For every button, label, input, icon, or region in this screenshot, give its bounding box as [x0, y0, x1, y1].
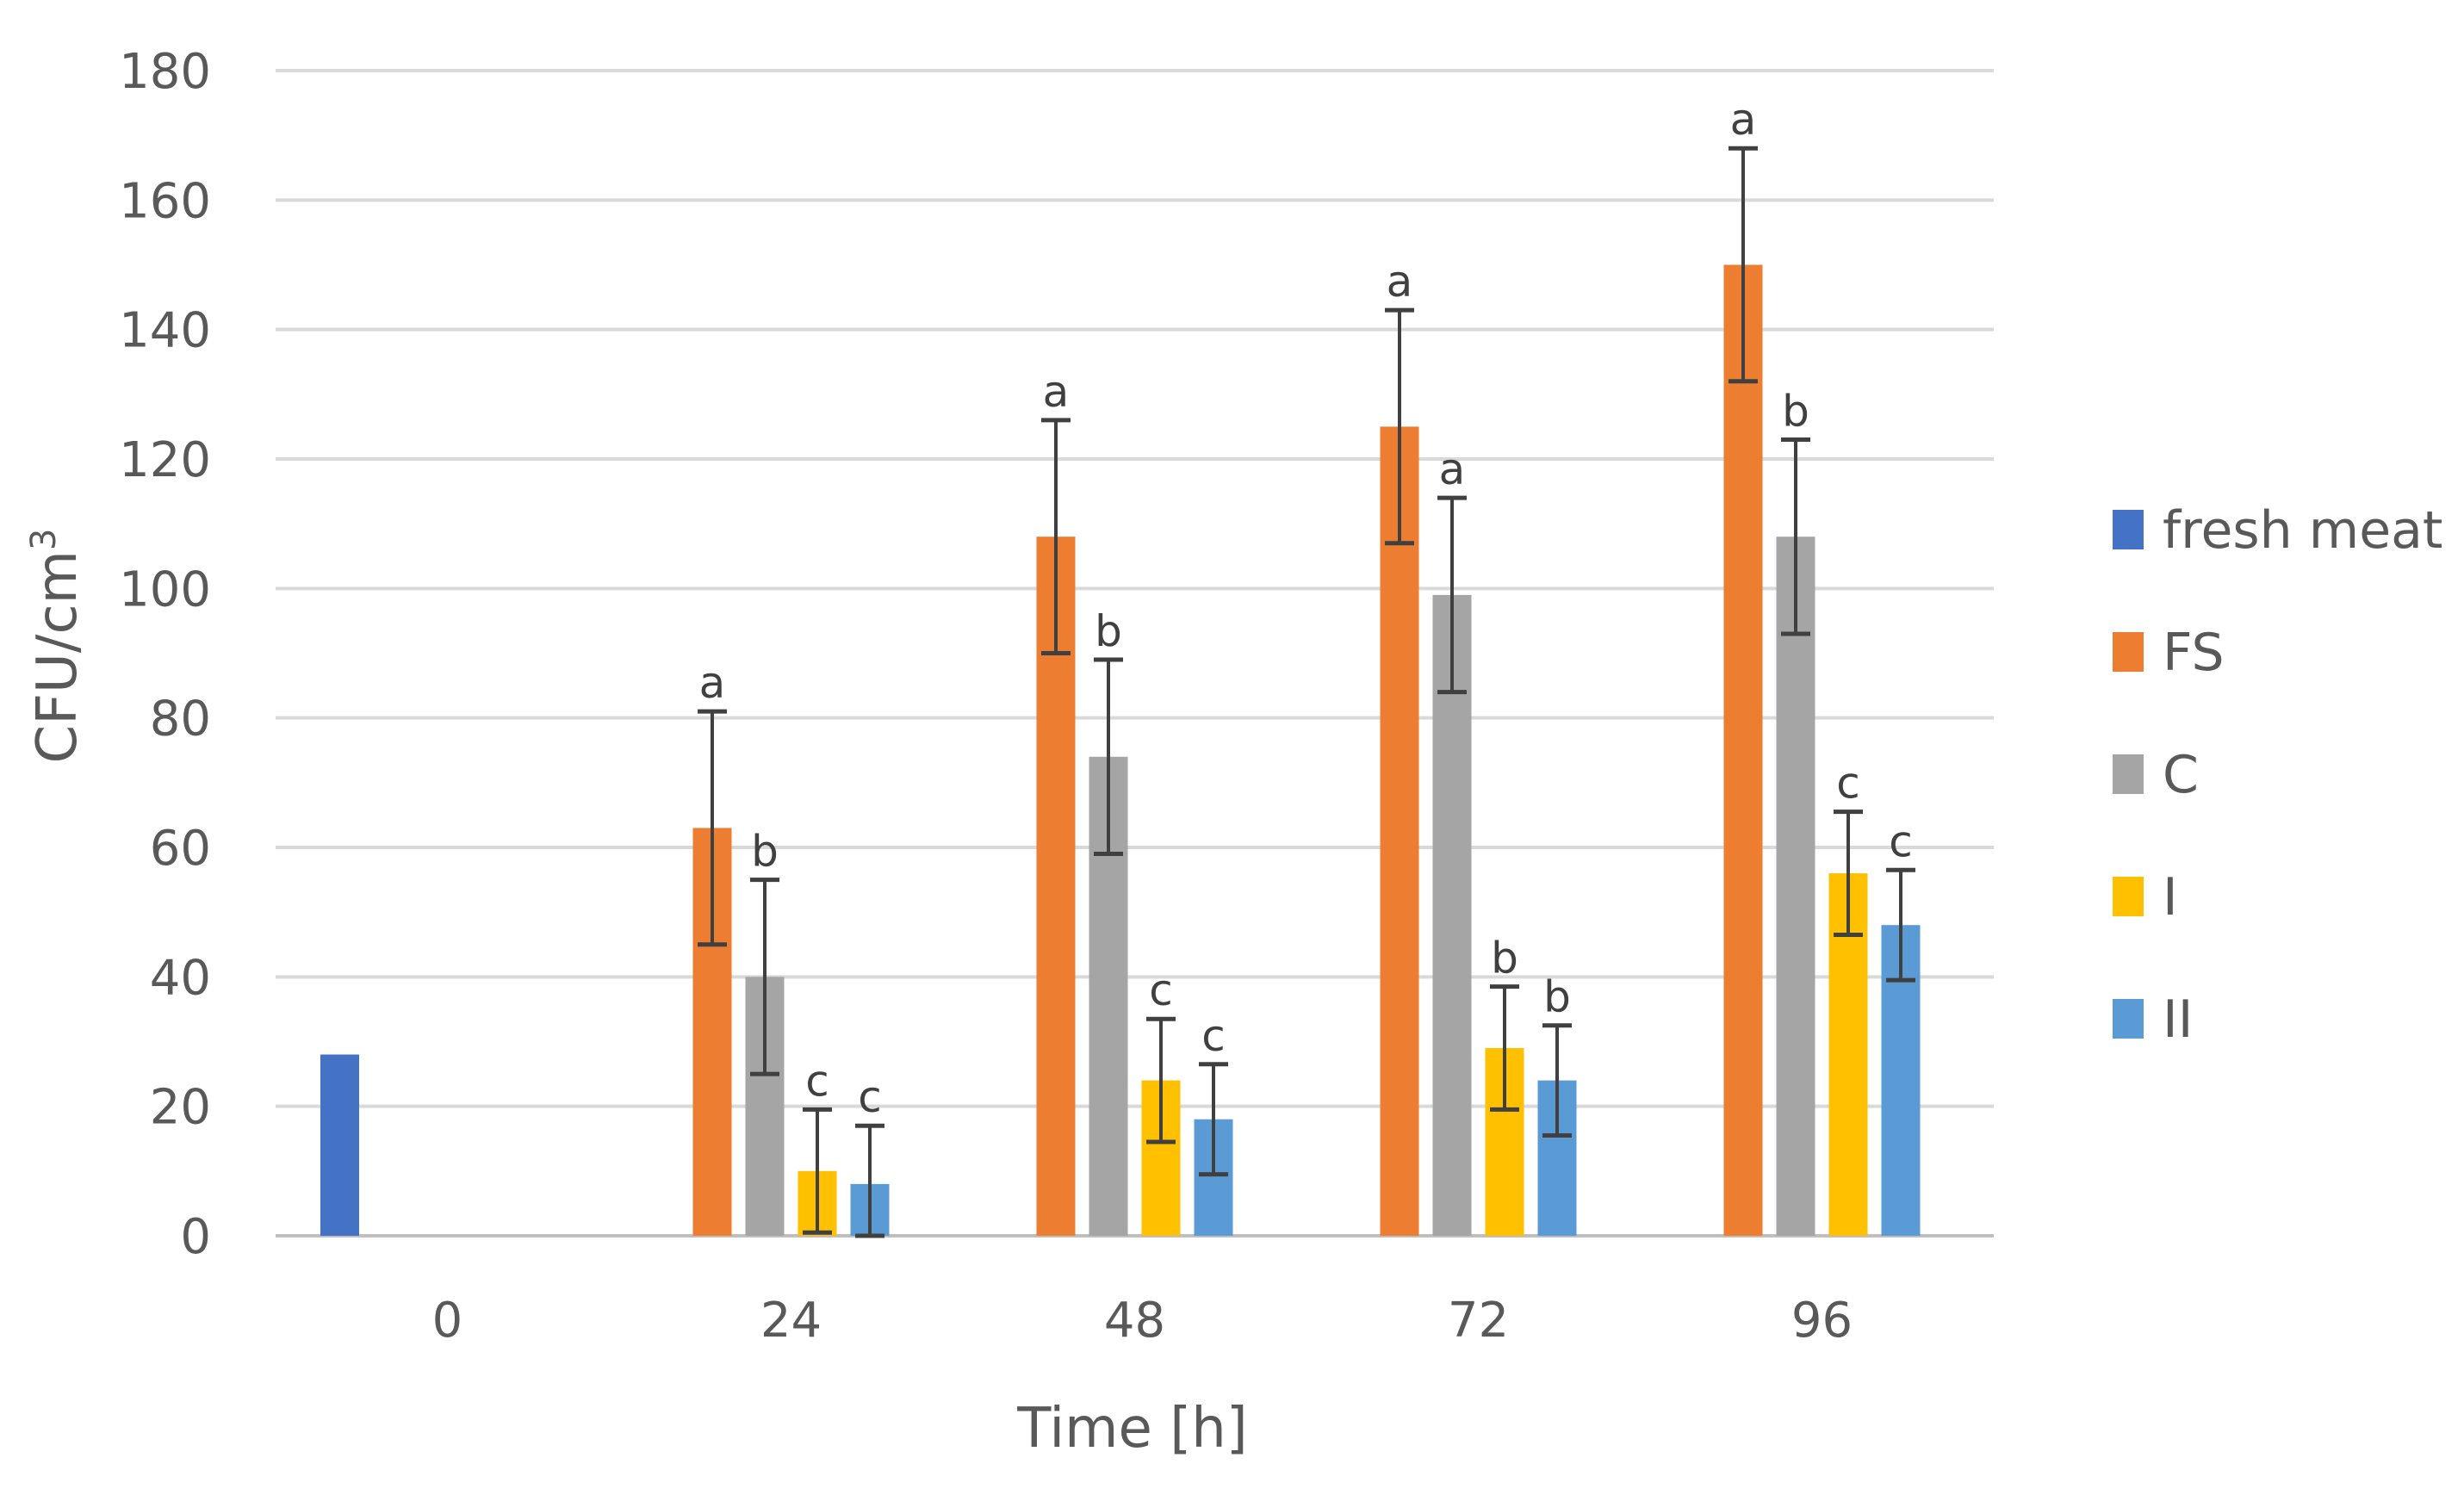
x-axis-title: Time [h]	[1016, 1397, 1247, 1461]
significance-label: c	[805, 1056, 829, 1106]
gridlines	[276, 69, 1994, 1238]
y-tick-label: 20	[150, 1080, 211, 1136]
x-tick-label: 96	[1791, 1293, 1853, 1349]
y-tick-label: 80	[150, 692, 211, 748]
y-tick-label: 160	[119, 173, 211, 229]
y-tick-label: 0	[180, 1209, 211, 1265]
x-tick-label: 72	[1448, 1293, 1509, 1349]
y-tick-label: 60	[150, 821, 211, 877]
bar	[320, 1054, 359, 1236]
y-axis-title-text: CFU/cm	[26, 550, 90, 763]
legend-swatch	[2113, 877, 2144, 916]
y-tick-label: 140	[119, 303, 211, 359]
legend-label: FS	[2163, 623, 2225, 683]
bar	[1723, 264, 1763, 1236]
significance-label: c	[858, 1072, 882, 1122]
y-tick-label: 40	[150, 950, 211, 1006]
y-axis-title: CFU/cm3	[24, 529, 90, 764]
significance-label: b	[1491, 934, 1518, 983]
bar	[1380, 426, 1419, 1237]
legend-label: fresh meat	[2163, 500, 2442, 561]
error-bars	[698, 146, 1915, 1238]
legend-swatch	[2113, 510, 2144, 549]
significance-label: a	[699, 658, 726, 708]
legend-label: C	[2163, 745, 2199, 805]
bars	[320, 264, 1921, 1237]
x-tick-label: 24	[760, 1293, 822, 1349]
bar	[1432, 594, 1472, 1236]
significance-label: a	[1043, 367, 1070, 417]
y-tick-label: 100	[119, 561, 211, 617]
significance-label: a	[1439, 444, 1466, 494]
y-tick-label: 120	[119, 432, 211, 488]
x-tick-label: 0	[432, 1293, 463, 1349]
legend-swatch	[2113, 632, 2144, 672]
bar	[1776, 537, 1815, 1236]
legend-label: II	[2163, 989, 2193, 1050]
significance-label: b	[1095, 606, 1122, 656]
legend-swatch	[2113, 754, 2144, 794]
legend-label: I	[2163, 867, 2178, 927]
legend-swatch	[2113, 999, 2144, 1039]
significance-label: a	[1387, 257, 1413, 307]
significance-label: c	[1149, 965, 1173, 1015]
significance-label: b	[751, 827, 779, 877]
x-tick-label: 48	[1104, 1293, 1165, 1349]
y-axis-ticks: 0 20 40 60 80 100 120 140 160 180	[119, 44, 211, 1265]
significance-label: a	[1730, 95, 1757, 145]
x-axis-ticks: 0 24 48 72 96	[432, 1293, 1853, 1349]
significance-label: c	[1889, 816, 1913, 866]
significance-label: c	[1836, 759, 1860, 809]
significance-label: b	[1543, 972, 1571, 1022]
y-axis-title-superscript: 3	[24, 529, 64, 550]
y-tick-label: 180	[119, 44, 211, 100]
significance-label: c	[1201, 1011, 1226, 1061]
significance-label: b	[1782, 386, 1809, 436]
